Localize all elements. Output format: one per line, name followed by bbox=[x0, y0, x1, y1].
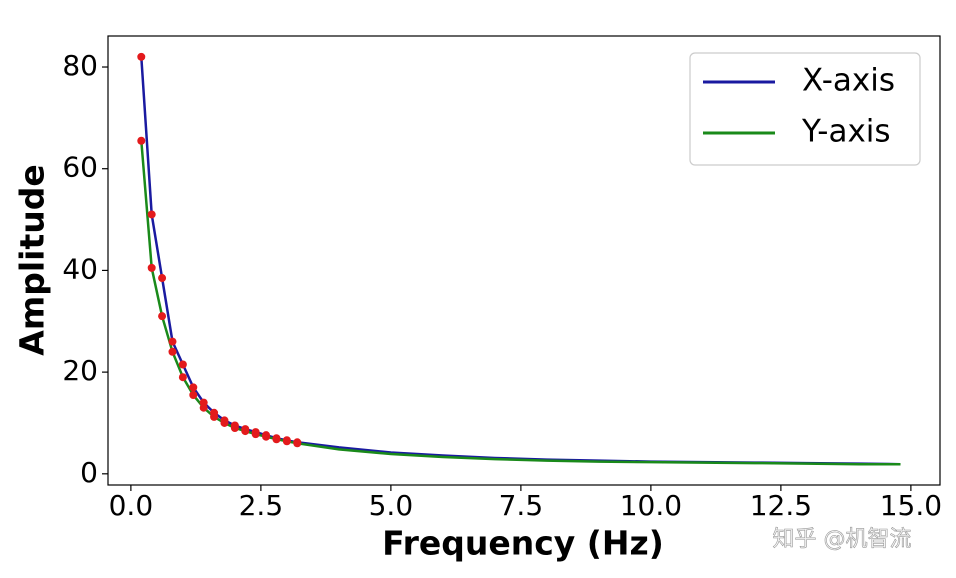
series-line bbox=[140, 140, 901, 466]
x-tick-label: 5.0 bbox=[369, 489, 414, 522]
legend-label: X-axis bbox=[802, 63, 895, 99]
data-point bbox=[272, 435, 281, 444]
data-point bbox=[178, 360, 187, 369]
x-axis-label: Frequency (Hz) bbox=[382, 524, 664, 563]
data-point bbox=[251, 430, 260, 439]
data-point bbox=[210, 412, 219, 421]
data-point bbox=[168, 347, 177, 356]
x-tick-label: 2.5 bbox=[239, 489, 284, 522]
y-tick-label: 80 bbox=[62, 49, 98, 82]
data-point bbox=[262, 432, 271, 441]
data-point bbox=[168, 337, 177, 346]
data-point bbox=[137, 52, 146, 61]
data-point bbox=[293, 439, 302, 448]
x-tick-label: 0.0 bbox=[109, 489, 154, 522]
data-point bbox=[158, 274, 167, 283]
data-point bbox=[178, 373, 187, 382]
y-axis-label: Amplitude bbox=[13, 164, 52, 355]
data-point bbox=[137, 136, 146, 145]
x-tick-label: 7.5 bbox=[499, 489, 544, 522]
data-point bbox=[220, 418, 229, 427]
data-point bbox=[147, 263, 156, 272]
legend-label: Y-axis bbox=[801, 114, 891, 150]
data-point bbox=[230, 424, 239, 433]
watermark: 知乎 @机智流 bbox=[773, 527, 912, 552]
y-tick-label: 0 bbox=[80, 456, 98, 489]
x-tick-label: 15.0 bbox=[880, 489, 942, 522]
data-point bbox=[189, 383, 198, 392]
data-point bbox=[241, 427, 250, 436]
plot-frame bbox=[107, 35, 941, 486]
x-tick-label: 10.0 bbox=[620, 489, 682, 522]
data-point bbox=[199, 403, 208, 412]
y-tick-label: 60 bbox=[62, 151, 98, 184]
y-tick-label: 40 bbox=[62, 252, 98, 285]
x-tick-label: 12.5 bbox=[750, 489, 812, 522]
data-point bbox=[147, 210, 156, 219]
data-point bbox=[189, 390, 198, 399]
data-point bbox=[282, 437, 291, 446]
data-point bbox=[158, 312, 167, 321]
y-tick-label: 20 bbox=[62, 354, 98, 387]
